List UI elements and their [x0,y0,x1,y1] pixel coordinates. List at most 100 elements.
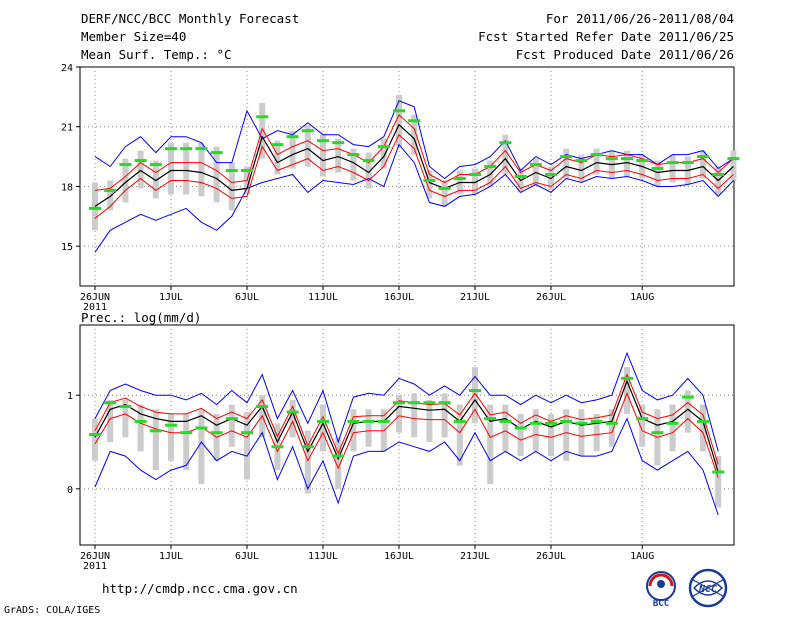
temperature-xtick-label: 16JUL [384,292,414,303]
temperature-lower-blue-line [94,143,734,253]
precipitation-spread-bar [502,404,509,452]
precipitation-spread-bar [137,404,144,452]
temperature-spread-bar [213,146,220,203]
temperature-observation-marker [636,159,649,163]
precipitation-spread-bar [304,430,311,494]
precipitation-observation-marker [697,419,709,423]
ncc-logo-text: NCC [698,584,717,595]
precipitation-spread-bar [456,404,463,466]
precipitation-observation-marker [119,404,132,408]
temperature-observation-marker [727,157,740,161]
temperature-year-label: 2011 [83,302,107,313]
precipitation-spread-bar [228,404,235,447]
temperature-upper-red-line [94,113,734,191]
temperature-observation-marker [545,173,557,177]
precipitation-year-label: 2011 [83,561,107,572]
temperature-observation-marker [423,178,436,182]
precipitation-observation-marker [590,419,603,423]
temperature-observation-marker [195,147,208,151]
precipitation-observation-marker [423,401,436,405]
precipitation-spread-bar [715,456,722,508]
temperature-observation-marker [484,165,497,169]
temperature-observation-marker [180,147,193,151]
temperature-xtick-label: 26JUL [536,292,566,303]
temperature-observation-marker [362,159,375,163]
chart-title: DERF/NCC/BCC Monthly Forecast [81,11,300,26]
precipitation-observation-marker [377,419,390,423]
temperature-spread-bar [396,94,402,147]
temperature-spread-bar [411,114,418,155]
precipitation-xtick-label: 26JUL [536,551,566,562]
precipitation-spread-bar [426,399,433,443]
precipitation-ensemble-mean-line [94,379,719,473]
precipitation-observation-marker [545,421,557,425]
precipitation-observation-marker [636,417,649,421]
precipitation-observation-marker [362,419,375,423]
temperature-observation-marker [271,143,284,147]
precipitation-observation-marker [438,401,451,405]
precipitation-observation-marker [469,389,481,393]
precipitation-xtick-label: 6JUL [235,551,259,562]
precipitation-spread-bar [624,367,630,414]
precipitation-observation-marker [347,419,360,423]
forecast-period-label: For 2011/06/26-2011/08/04 [545,11,734,26]
temperature-spread-bar [183,142,190,195]
precipitation-observation-marker [134,419,147,423]
precipitation-observation-marker [301,445,314,449]
temperature-spread-bar [259,102,266,159]
precipitation-observation-marker [195,426,208,430]
temperature-observation-marker [712,173,725,177]
temperature-observation-marker [256,115,269,119]
precipitation-observation-marker [453,419,466,423]
precipitation-spread-bar [365,409,372,447]
precipitation-spread-bar [608,409,615,447]
precipitation-observation-marker [89,433,101,437]
temperature-lower-red-line [94,133,734,219]
precipitation-observation-marker [484,417,497,421]
temperature-xtick-label: 1AUG [630,292,654,303]
temperature-observation-marker [575,159,588,163]
precipitation-observation-marker [210,431,223,435]
precipitation-xtick-label: 26JUN [80,551,110,562]
temperature-xtick-label: 26JUN [80,292,110,303]
ncc-logo: NCC [688,568,728,608]
precipitation-observation-marker [256,404,269,408]
temperature-observation-marker [393,109,405,113]
temperature-xtick-label: 21JUL [460,292,490,303]
precipitation-observation-marker [317,419,329,423]
temperature-observation-marker [560,155,573,159]
precipitation-spread-bar [411,393,418,438]
precipitation-spread-bar [487,404,494,485]
temperature-spread-bar [304,124,311,167]
temperature-spread-bar [335,138,342,173]
temperature-spread-bar [532,158,539,185]
precipitation-plot-frame [79,324,735,546]
temperature-spread-bar [228,162,235,211]
precipitation-lower-blue-line [94,417,719,516]
temperature-xtick-label: 6JUL [235,292,259,303]
precipitation-observation-marker [681,395,694,399]
temperature-spread-bar [137,150,144,189]
source-url[interactable]: http://cmdp.ncc.cma.gov.cn [102,581,298,596]
precipitation-observation-marker [605,421,618,425]
temperature-spread-bar [624,150,630,177]
temperature-observation-marker [241,169,253,173]
precipitation-ytick-label: 1 [67,391,73,402]
temperature-observation-marker [149,163,162,167]
precipitation-spread-bar [532,409,539,452]
temperature-observation-marker [651,167,664,171]
temperature-spread-bar [441,180,448,207]
temperature-observation-marker [286,135,299,139]
temperature-xtick-label: 11JUL [308,292,338,303]
precipitation-observation-marker [621,376,633,380]
precipitation-observation-marker [514,426,527,430]
precipitation-observation-marker [529,421,542,425]
member-size-label: Member Size=40 [81,29,187,44]
temperature-spread-bar [563,148,570,179]
temperature-observation-marker [499,141,512,145]
precipitation-xtick-label: 1AUG [630,551,654,562]
temperature-observation-marker [119,163,132,167]
temperature-observation-marker [605,157,618,161]
temperature-observation-marker [332,141,345,145]
